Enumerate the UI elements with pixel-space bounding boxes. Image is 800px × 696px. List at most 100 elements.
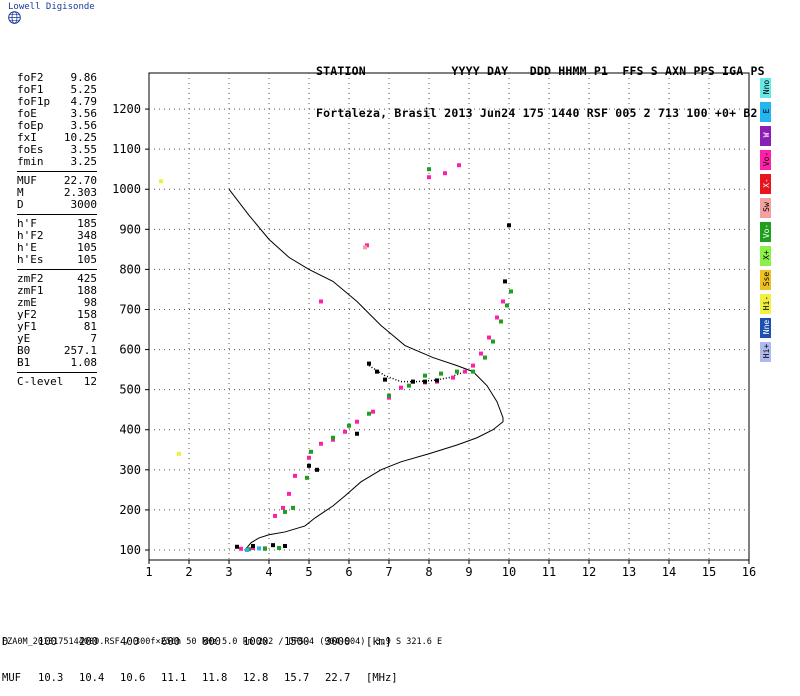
x-tick-label: 6	[345, 565, 352, 579]
data-point	[457, 163, 461, 168]
param-label: foEp	[17, 119, 44, 132]
param-label: yE	[17, 332, 31, 345]
muf-cell: 800	[202, 636, 221, 648]
param-label: foF1	[17, 83, 44, 96]
param-value: 81	[83, 320, 97, 333]
param-row: foF1p 4.79	[17, 96, 97, 108]
muf-cell: 1500	[284, 636, 310, 648]
data-point	[281, 505, 285, 510]
param-row: yF2 158	[17, 309, 97, 321]
muf-cell: 11.1	[161, 672, 187, 684]
y-tick-label: 500	[119, 383, 141, 397]
legend-item: Hi-	[760, 294, 771, 314]
data-point	[363, 245, 367, 250]
data-point	[287, 491, 291, 496]
param-row: h'E 105	[17, 242, 97, 254]
legend-item: X-	[760, 174, 771, 194]
y-tick-label: 600	[119, 343, 141, 357]
data-point	[177, 451, 181, 456]
data-point	[307, 463, 311, 468]
muf-cell: [MHz]	[366, 672, 398, 684]
x-tick-label: 4	[265, 565, 272, 579]
data-point	[371, 409, 375, 414]
muf-cell: 22.7	[325, 672, 351, 684]
param-row: D 3000	[17, 199, 97, 211]
param-value: 3000	[70, 198, 98, 211]
x-tick-label: 1	[145, 565, 152, 579]
x-tick-label: 5	[305, 565, 312, 579]
legend-item: E	[760, 102, 771, 122]
x-tick-label: 14	[662, 565, 676, 579]
data-point	[291, 505, 295, 510]
muf-cell: 100	[38, 636, 57, 648]
muf-cell: 1000	[243, 636, 269, 648]
data-point	[495, 315, 499, 320]
legend-item: X+	[760, 246, 771, 266]
param-label: h'Es	[17, 253, 44, 266]
param-value: 2.303	[63, 186, 97, 199]
muf-cell: 200	[79, 636, 98, 648]
x-tick-label: 12	[582, 565, 596, 579]
data-point	[309, 449, 313, 454]
param-label: yF2	[17, 308, 37, 321]
data-point	[331, 437, 335, 442]
param-value: 3.56	[70, 119, 98, 132]
data-point	[343, 429, 347, 434]
data-point	[471, 363, 475, 368]
param-row: foEs 3.55	[17, 144, 97, 156]
data-point	[491, 339, 495, 344]
param-value: 105	[77, 253, 97, 266]
y-tick-label: 300	[119, 463, 141, 477]
data-point	[367, 361, 371, 366]
data-point	[319, 299, 323, 304]
param-row: zmF1 188	[17, 285, 97, 297]
legend-label: Sw	[762, 202, 771, 212]
param-value: 348	[77, 229, 97, 242]
data-point	[347, 423, 351, 428]
x-tick-label: 10	[502, 565, 516, 579]
param-value: 105	[77, 241, 97, 254]
y-tick-label: 200	[119, 503, 141, 517]
data-point	[277, 545, 281, 550]
y-tick-label: 1000	[112, 182, 141, 196]
param-row: h'F2 348	[17, 230, 97, 242]
param-separator	[17, 214, 97, 215]
param-value: 185	[77, 217, 97, 230]
param-label: foF1p	[17, 95, 51, 108]
legend-label: X-	[762, 178, 771, 188]
legend-item: Nno	[760, 78, 771, 98]
muf-cell: 600	[161, 636, 180, 648]
param-row: yE 7	[17, 333, 97, 345]
param-row: zmF2 425	[17, 273, 97, 285]
param-row: MUF 22.70	[17, 175, 97, 187]
param-row: foE 3.56	[17, 108, 97, 120]
muf-row-frequency: MUF 10.3 10.4 10.6 11.1 11.8 12.8 15.7 22.7 [MHz]	[2, 672, 407, 684]
param-label: zmE	[17, 296, 37, 309]
data-point	[159, 179, 163, 184]
param-value: 4.79	[70, 95, 98, 108]
x-tick-label: 11	[542, 565, 556, 579]
param-label: yF1	[17, 320, 37, 333]
data-point	[307, 455, 311, 460]
param-value: 5.25	[70, 83, 98, 96]
data-point	[273, 513, 277, 518]
param-value: 3.25	[70, 155, 98, 168]
data-point	[235, 544, 239, 549]
data-point	[271, 543, 275, 548]
legend-item: Vo-	[760, 222, 771, 242]
x-tick-label: 9	[465, 565, 472, 579]
legend-item: W	[760, 126, 771, 146]
legend-label: E	[762, 108, 771, 114]
param-separator	[17, 269, 97, 270]
ionogram-chart: 1 2 3 4 5 6 7 8 9 10 11 12 13 14 15 1610020030040050060…	[112, 72, 756, 579]
legend-label: Hi+	[762, 343, 771, 359]
param-row: foF1 5.25	[17, 84, 97, 96]
x-tick-label: 16	[742, 565, 756, 579]
data-point	[487, 335, 491, 340]
data-point	[427, 167, 431, 172]
param-label: B0	[17, 344, 31, 357]
header-line-1: STATION YYYY DAY DDD HHMM P1 FFS S AXN P…	[316, 64, 765, 78]
legend-item: Sse	[760, 270, 771, 290]
param-label: C-level	[17, 375, 64, 388]
data-point	[293, 473, 297, 478]
